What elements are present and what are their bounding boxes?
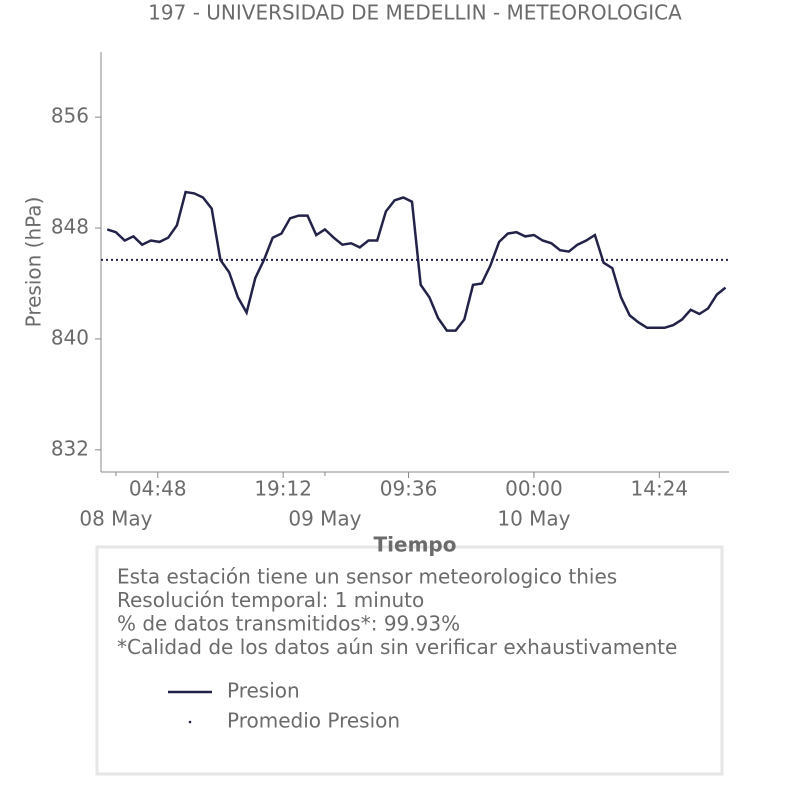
x-date-label: 09 May [288,507,361,531]
y-axis-label: Presion (hPa) [22,197,46,328]
info-text: *Calidad de los datos aún sin verificar … [117,635,677,659]
x-tick-label: 19:12 [254,477,312,501]
y-tick-label: 856 [51,104,89,128]
info-text: Resolución temporal: 1 minuto [117,588,424,612]
legend-swatch [188,720,192,724]
x-date-label: 08 May [79,507,152,531]
legend-label: Presion [227,679,300,703]
x-tick-label: 04:48 [129,477,187,501]
x-date-label: 10 May [497,507,570,531]
x-tick-label: 14:24 [631,477,689,501]
pressure-line [106,190,727,332]
x-tick-label: 09:36 [380,477,438,501]
y-tick-label: 840 [51,325,89,349]
chart-title: 197 - UNIVERSIDAD DE MEDELLIN - METEOROL… [148,1,682,25]
legend-label: Promedio Presion [227,709,400,733]
x-tick-label: 00:00 [505,477,563,501]
y-tick-label: 832 [51,436,89,460]
info-box [95,545,724,776]
info-text: Esta estación tiene un sensor meteorolog… [117,565,617,589]
x-axis-label: Tiempo [374,533,457,557]
info-text: % de datos transmitidos*: 99.93% [117,612,460,636]
y-tick-label: 848 [51,215,89,239]
